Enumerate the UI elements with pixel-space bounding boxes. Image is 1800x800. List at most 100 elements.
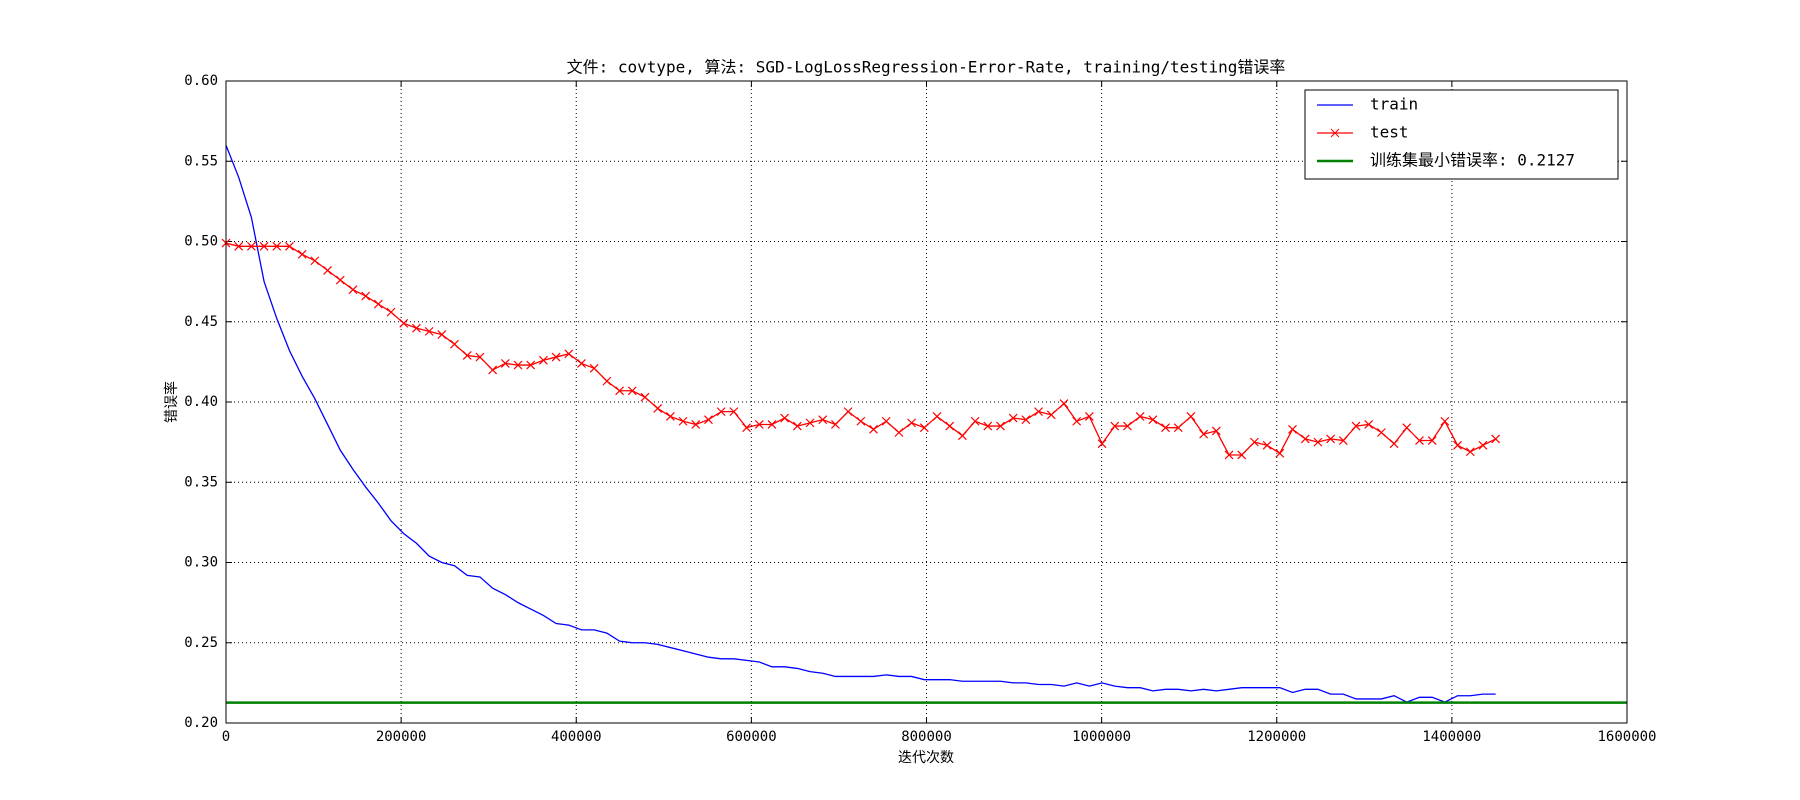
marker [1135,412,1145,421]
marker [386,307,396,317]
x-tick-label: 600000 [726,729,777,745]
legend-label: train [1370,95,1418,114]
marker [716,407,726,417]
marker [450,339,459,349]
marker [831,420,840,429]
y-tick-label: 0.40 [184,394,218,410]
marker [653,403,663,413]
y-tick-label: 0.30 [184,555,218,571]
marker [1084,412,1094,421]
marker [373,299,383,309]
y-axis-label: 错误率 [163,381,180,423]
legend-box [1304,89,1619,180]
marker [399,318,409,328]
x-axis-label: 迭代次数 [898,750,954,766]
marker [1148,415,1158,425]
marker [1478,440,1488,450]
y-tick-label: 0.50 [184,234,218,250]
marker [970,416,980,426]
marker [1440,416,1450,426]
marker [462,351,472,360]
marker [1300,434,1310,444]
marker [1402,423,1412,433]
marker [513,360,523,370]
marker [1275,448,1285,458]
marker [412,323,421,333]
y-tick-label: 0.35 [184,474,218,490]
marker [297,249,307,259]
marker [1072,416,1082,426]
series-line [225,144,1496,703]
chart-title: 文件: covtype, 算法: SGD-LogLossRegression-E… [567,58,1286,77]
marker [1376,428,1386,437]
marker [945,421,955,431]
marker [780,413,790,423]
y-tick-label: 0.25 [184,635,218,651]
marker [1046,410,1056,420]
marker [551,352,561,362]
marker [1059,399,1069,409]
x-tick-label: 1400000 [1422,729,1481,745]
marker [640,392,650,402]
marker [1326,434,1336,444]
marker [1338,436,1348,445]
x-tick-label: 1600000 [1597,729,1656,745]
marker [1224,450,1234,460]
marker [691,420,701,429]
x-tick-label: 1000000 [1072,729,1131,745]
marker [1415,436,1424,445]
marker [742,423,751,433]
x-tick-label: 0 [222,729,230,745]
marker [1313,437,1323,447]
series-line [225,242,1496,456]
marker [1199,429,1209,439]
marker [1389,439,1399,449]
marker [437,330,447,340]
marker [729,407,739,417]
marker [285,241,294,251]
x-tick-label: 800000 [901,729,952,745]
marker [335,275,345,285]
marker [1161,423,1170,433]
marker [1110,421,1120,431]
marker [348,285,358,295]
marker [1186,412,1196,421]
marker [818,415,828,425]
marker [983,421,993,431]
marker [843,407,853,417]
marker [805,418,815,428]
marker [1491,434,1501,444]
marker [538,355,548,365]
x-tick-label: 400000 [551,729,602,745]
marker [1427,436,1437,445]
marker [881,416,891,426]
marker [1008,413,1018,423]
y-tick-label: 0.45 [184,314,218,330]
marker [1351,421,1361,431]
marker [1453,440,1462,450]
legend-marker [1330,128,1340,138]
marker [754,420,764,429]
marker [1021,415,1031,425]
marker [475,352,485,362]
marker [894,428,904,437]
marker [767,420,777,429]
x-tick-label: 1200000 [1247,729,1306,745]
marker [577,359,586,368]
marker [564,349,574,359]
marker [323,265,332,275]
marker [919,423,929,433]
marker [1364,420,1374,429]
marker [1173,423,1183,433]
marker [246,241,256,251]
marker [1211,426,1221,436]
marker [1262,440,1272,450]
marker [259,241,269,251]
marker [996,421,1005,431]
marker [500,359,510,368]
marker [526,360,536,370]
marker [361,291,371,301]
marker [589,363,599,373]
